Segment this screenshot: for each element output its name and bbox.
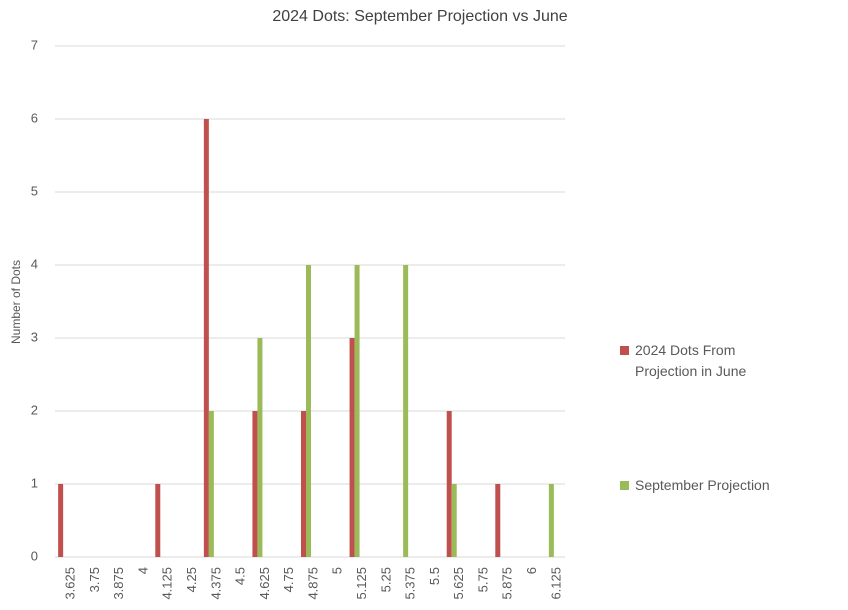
bar xyxy=(403,265,409,557)
bar xyxy=(446,411,452,557)
x-tick-label: 4.125 xyxy=(160,567,175,600)
x-tick-label: 4.625 xyxy=(257,567,272,600)
bar xyxy=(306,265,311,557)
bar xyxy=(495,484,501,557)
x-tick-label: 4.25 xyxy=(184,567,199,592)
bar xyxy=(354,265,360,557)
x-tick-label: 4.875 xyxy=(305,567,320,600)
legend-label: 2024 Dots From Projection in June xyxy=(635,342,747,379)
x-tick-label: 5.875 xyxy=(500,567,515,600)
x-tick-label: 5.375 xyxy=(403,567,418,600)
bar xyxy=(58,484,64,557)
x-tick-label: 5 xyxy=(330,567,345,574)
x-tick-label: 5.25 xyxy=(378,567,393,592)
y-tick-label: 4 xyxy=(31,256,38,271)
legend-swatch xyxy=(620,346,629,355)
x-tick-label: 4.75 xyxy=(281,567,296,592)
bar xyxy=(548,484,554,557)
x-tick-label: 5.75 xyxy=(475,567,490,592)
y-tick-label: 2 xyxy=(31,402,38,417)
y-tick-label: 7 xyxy=(31,37,38,52)
bar xyxy=(301,411,306,557)
bar xyxy=(208,411,214,557)
x-tick-label: 6.125 xyxy=(548,567,563,600)
bar xyxy=(155,484,161,557)
legend-item: September Projection xyxy=(620,475,780,496)
x-tick-label: 3.75 xyxy=(87,567,102,592)
x-tick-label: 5.625 xyxy=(451,567,466,600)
x-tick-label: 3.625 xyxy=(63,567,78,600)
bar xyxy=(203,119,209,557)
x-tick-label: 5.125 xyxy=(354,567,369,600)
legend-swatch xyxy=(620,481,629,490)
bar xyxy=(257,338,263,557)
x-tick-label: 5.5 xyxy=(427,567,442,585)
bar xyxy=(451,484,457,557)
x-tick-label: 4.375 xyxy=(208,567,223,600)
x-tick-label: 6 xyxy=(524,567,539,574)
y-tick-label: 0 xyxy=(31,548,38,563)
bar xyxy=(252,411,258,557)
bar xyxy=(349,338,355,557)
y-tick-label: 1 xyxy=(31,475,38,490)
y-tick-label: 3 xyxy=(31,329,38,344)
chart-title: 2024 Dots: September Projection vs June xyxy=(272,8,567,25)
y-tick-label: 6 xyxy=(31,110,38,125)
legend-label: September Projection xyxy=(635,477,770,493)
y-axis-label: Number of Dots xyxy=(9,260,23,344)
x-tick-label: 4 xyxy=(135,567,150,574)
legend-item: 2024 Dots From Projection in June xyxy=(620,340,780,382)
x-tick-label: 4.5 xyxy=(233,567,248,585)
x-tick-label: 3.875 xyxy=(111,567,126,600)
y-tick-label: 5 xyxy=(31,183,38,198)
